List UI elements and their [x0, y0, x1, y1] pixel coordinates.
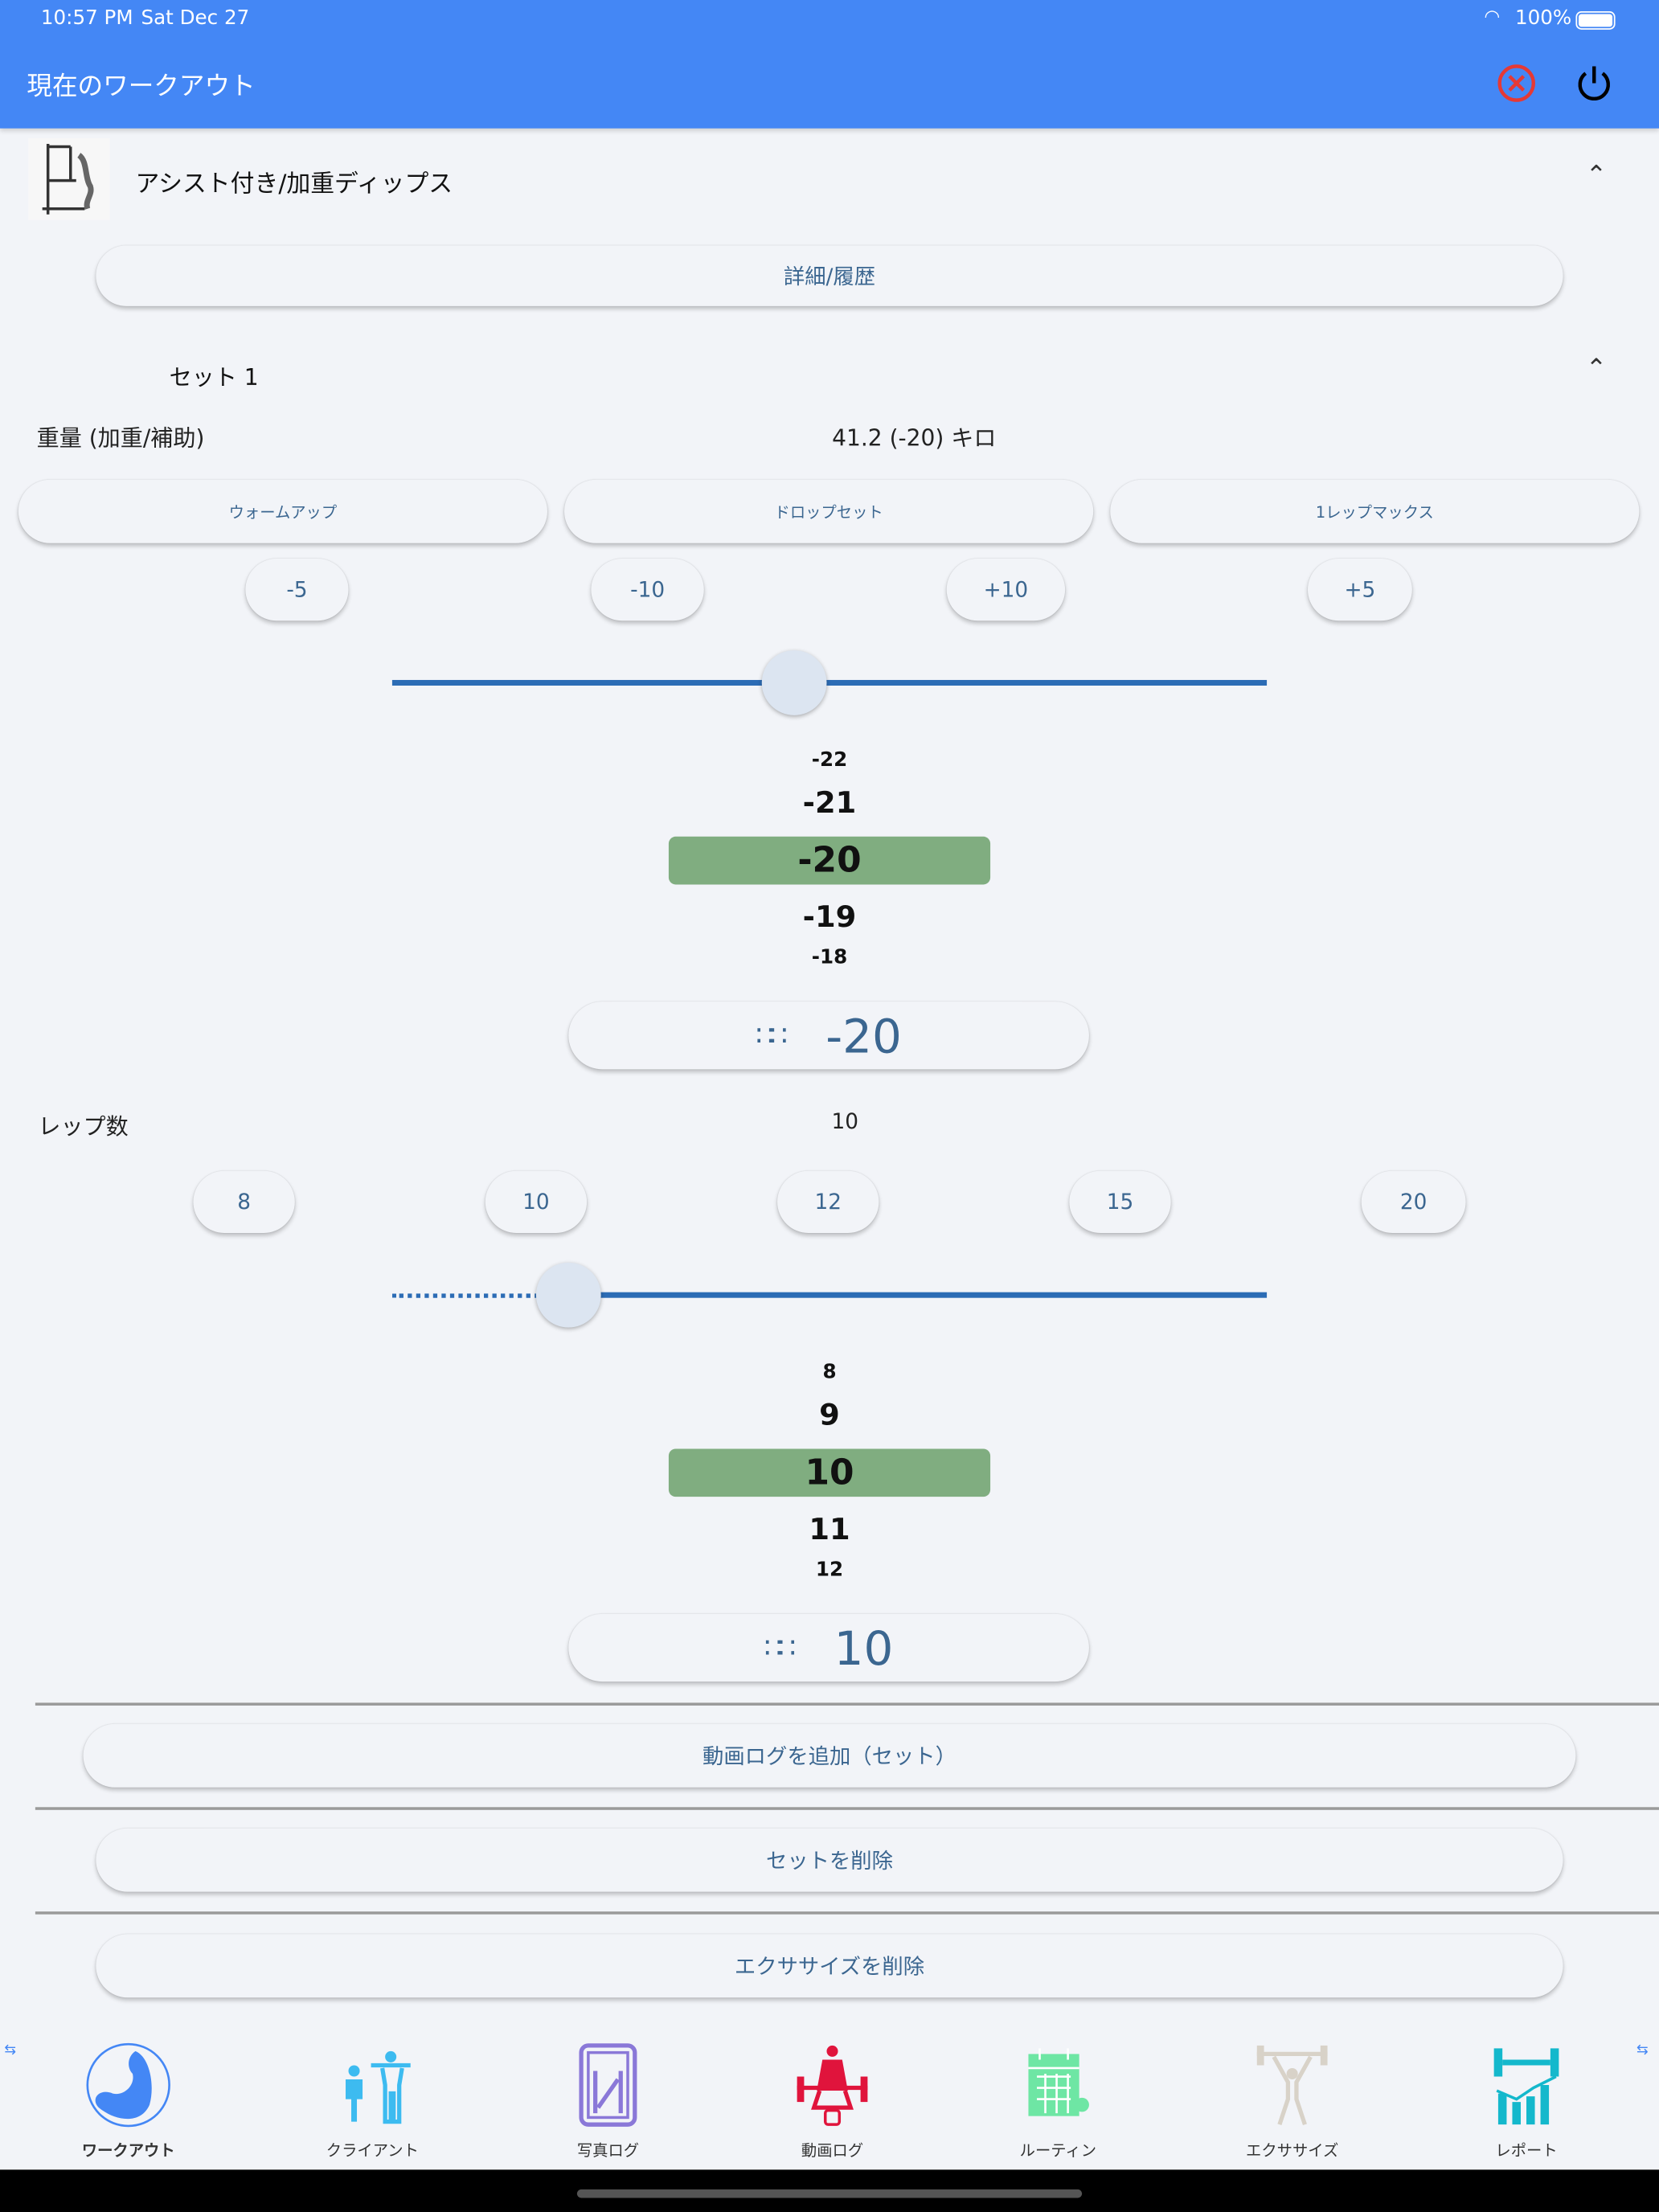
trainer-client-icon: [345, 2050, 411, 2124]
calendar-icon: [1028, 2048, 1089, 2116]
weight-input-button[interactable]: ∷∷ -20: [568, 1002, 1089, 1070]
weight-minus-10-button[interactable]: -10: [591, 559, 704, 621]
reps-label: レップ数: [38, 1112, 129, 1141]
muscle-arm-icon: [86, 2042, 170, 2128]
reps-slider-thumb[interactable]: [535, 1262, 601, 1328]
reps-picker-item[interactable]: 9: [819, 1398, 840, 1432]
divider: [35, 1807, 1659, 1810]
delete-exercise-button[interactable]: エクササイズを削除: [96, 1934, 1563, 1998]
chevron-up-icon[interactable]: ⌃: [1585, 161, 1608, 190]
reps-picker-selection: [668, 1448, 991, 1497]
divider: [35, 1911, 1659, 1915]
barbell-overhead-icon: [1256, 2045, 1328, 2126]
reps-20-button[interactable]: 20: [1361, 1170, 1466, 1233]
nav-reports[interactable]: レポート: [1428, 2042, 1625, 2161]
chevron-up-icon[interactable]: ⌃: [1585, 354, 1608, 384]
set-title: セット 1: [169, 363, 259, 391]
reps-value: 10: [831, 1108, 859, 1135]
wifi-icon: ◠: [1484, 6, 1501, 29]
weight-picker-item[interactable]: -22: [811, 748, 848, 772]
weight-picker-selection: [668, 836, 991, 885]
weight-minus-5-button[interactable]: -5: [245, 559, 349, 621]
reps-12-button[interactable]: 12: [777, 1170, 879, 1233]
weight-slider[interactable]: [391, 679, 1268, 686]
home-indicator-bar: [0, 2169, 1659, 2212]
delete-set-button[interactable]: セットを削除: [96, 1828, 1563, 1892]
status-date: Sat Dec 27: [141, 6, 250, 30]
keypad-icon: ∷∷: [764, 1630, 797, 1665]
reps-slider[interactable]: [568, 1292, 1268, 1298]
weight-picker-item[interactable]: -18: [811, 946, 848, 969]
home-indicator[interactable]: [576, 2189, 1083, 2198]
divider: [35, 1702, 1659, 1706]
nav-label: ワークアウト: [81, 2141, 175, 2161]
weight-slider-thumb[interactable]: [761, 650, 827, 715]
reps-slider-active: [391, 1293, 547, 1298]
reps-15-button[interactable]: 15: [1069, 1170, 1171, 1233]
battery-percent: 100%: [1514, 6, 1572, 30]
weight-picker-item-selected[interactable]: -20: [797, 839, 862, 881]
dropset-button[interactable]: ドロップセット: [564, 479, 1094, 543]
reps-10-button[interactable]: 10: [485, 1170, 588, 1233]
weight-label: 重量 (加重/補助): [36, 424, 205, 452]
weight-picker-item[interactable]: -21: [802, 785, 857, 820]
nav-photo-log[interactable]: 写真ログ: [510, 2042, 707, 2161]
add-video-log-button[interactable]: 動画ログを追加（セット）: [83, 1723, 1576, 1788]
battery-icon: [1575, 11, 1616, 30]
weight-plus-5-button[interactable]: +5: [1307, 559, 1412, 621]
nav-video-log[interactable]: 動画ログ: [734, 2042, 932, 2161]
reps-picker-item[interactable]: 12: [815, 1559, 844, 1582]
close-circle-icon[interactable]: [1497, 63, 1536, 103]
keypad-icon: ∷∷: [756, 1018, 788, 1053]
reps-picker-item[interactable]: 8: [822, 1361, 837, 1384]
weight-picker-item[interactable]: -19: [802, 899, 857, 934]
scroll-arrows-icon: ⇆: [4, 2042, 16, 2058]
app-bar: 10:57 PM Sat Dec 27 ◠ 100% 現在のワークアウト: [0, 0, 1659, 129]
nav-label: 動画ログ: [801, 2141, 864, 2161]
exercise-thumbnail: [28, 137, 110, 220]
one-rep-max-button[interactable]: 1レップマックス: [1110, 479, 1640, 543]
exercise-name: アシスト付き/加重ディップス: [135, 170, 453, 199]
dumbbell-chart-icon: [1493, 2048, 1559, 2125]
nav-label: クライアント: [326, 2141, 419, 2161]
nav-workout[interactable]: ワークアウト: [30, 2042, 227, 2161]
nav-label: エクササイズ: [1246, 2141, 1339, 2161]
weight-value: 41.2 (-20) キロ: [832, 424, 997, 452]
reps-picker-item-selected[interactable]: 10: [805, 1451, 854, 1493]
reps-8-button[interactable]: 8: [193, 1170, 295, 1233]
scroll-arrows-icon: ⇆: [1636, 2042, 1649, 2058]
weight-input-value: -20: [825, 1008, 902, 1063]
status-time: 10:57 PM: [40, 6, 133, 30]
nav-label: ルーティン: [1019, 2141, 1097, 2161]
reps-picker-item[interactable]: 11: [809, 1512, 850, 1546]
nav-routine[interactable]: ルーティン: [959, 2042, 1157, 2161]
weight-plus-10-button[interactable]: +10: [946, 559, 1066, 621]
nav-label: 写真ログ: [576, 2141, 640, 2161]
photo-mirror-icon: [579, 2043, 637, 2127]
nav-clients[interactable]: クライアント: [273, 2042, 471, 2161]
warmup-button[interactable]: ウォームアップ: [18, 479, 547, 543]
page-title: 現在のワークアウト: [27, 72, 256, 102]
reps-input-value: 10: [834, 1620, 894, 1676]
weightlifter-video-icon: [797, 2045, 868, 2126]
details-history-button[interactable]: 詳細/履歴: [96, 245, 1563, 306]
nav-exercises[interactable]: エクササイズ: [1194, 2042, 1391, 2161]
reps-input-button[interactable]: ∷∷ 10: [568, 1613, 1089, 1682]
power-icon[interactable]: [1575, 63, 1614, 103]
nav-label: レポート: [1495, 2141, 1558, 2161]
